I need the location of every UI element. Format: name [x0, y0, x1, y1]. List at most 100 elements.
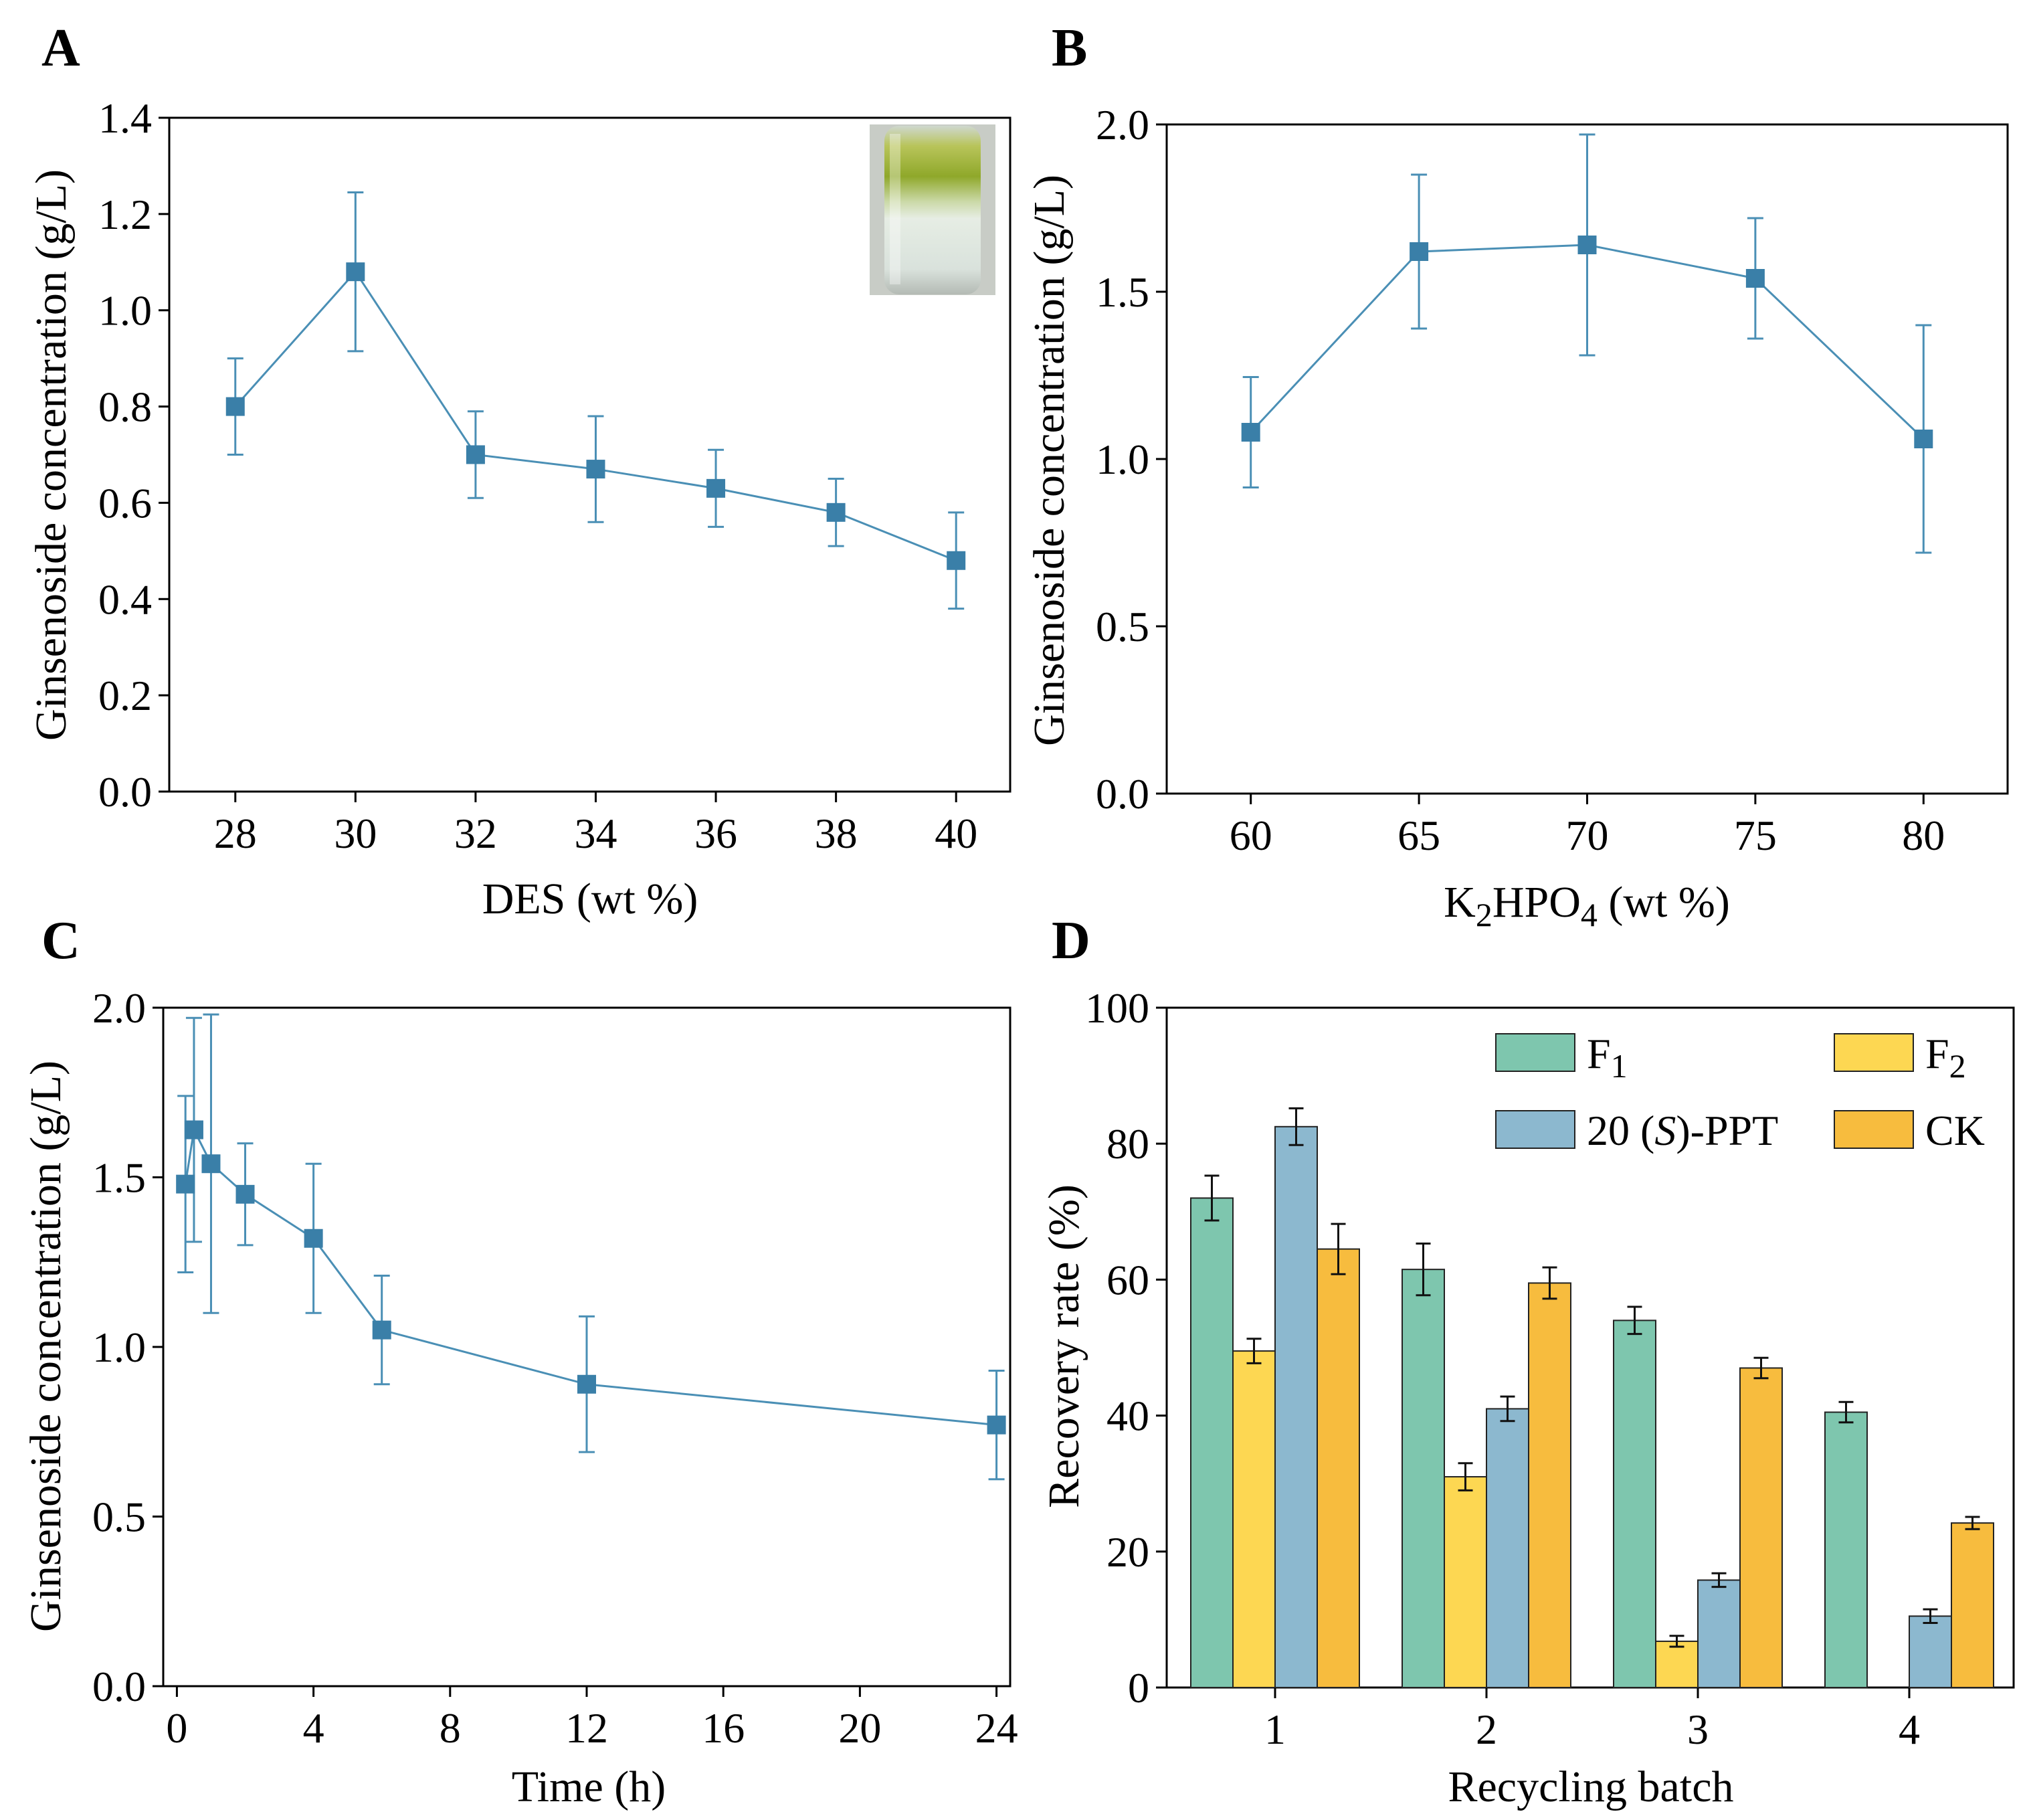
panel-a-markers	[225, 262, 966, 570]
x-tick-label: 65	[1397, 812, 1440, 859]
panel-b-y-axis-title: Ginsenoside concentration (g/L)	[1025, 175, 1074, 746]
y-tick-label: 1.0	[1096, 436, 1149, 483]
y-tick-label: 2.0	[92, 984, 146, 1032]
panel-c-y-axis-title: Ginsenoside concentration (g/L)	[21, 1061, 70, 1632]
y-tick-label: 1.0	[98, 287, 152, 335]
y-tick-label: 1.4	[98, 94, 152, 142]
bar-ck	[1739, 1367, 1783, 1688]
data-point	[826, 503, 846, 522]
x-tick-label: 3	[1687, 1706, 1709, 1753]
panel-c-x-ticks: 0 4 8 12 16 20 24	[166, 1686, 1018, 1752]
y-tick-label: 0.2	[98, 672, 152, 719]
bar-f1	[1190, 1197, 1234, 1688]
data-point	[577, 1374, 596, 1394]
data-point	[586, 460, 605, 479]
panel-d-y-ticks: 0 20 40 60 80 100	[1085, 984, 1167, 1712]
panel-a-error-bars	[227, 191, 965, 610]
y-tick-label: 0.6	[98, 479, 152, 527]
panel-a-x-axis-title: DES (wt %)	[482, 875, 698, 923]
legend-label-20s-ppt: 20 (S)-PPT	[1587, 1107, 1778, 1154]
data-point	[987, 1415, 1006, 1435]
x-tick-label: 36	[694, 810, 737, 857]
panel-a-plot-frame	[168, 116, 1011, 793]
panel-d-letter: D	[1052, 911, 1090, 970]
panel-d-legend: F1 F2 20 (S)-PPT CK	[1495, 1030, 1985, 1154]
panel-a-y-ticks: 0.0 0.2 0.4 0.6 0.8 1.0 1.2 1.4	[98, 94, 169, 816]
panel-b-markers	[1241, 236, 1933, 448]
panel-d-plot-frame	[1165, 1006, 2015, 1689]
y-tick-label: 0.4	[98, 575, 152, 623]
panel-c-markers	[176, 1120, 1006, 1435]
y-tick-label: 1.5	[92, 1154, 146, 1202]
panel-d-y-axis-title: Recovery rate (%)	[1040, 1184, 1088, 1508]
data-point	[947, 551, 966, 570]
panel-d-bars	[1190, 1125, 1994, 1689]
x-tick-label: 12	[565, 1704, 608, 1752]
x-tick-label: 20	[838, 1704, 881, 1752]
panel-c: C 0.0 0.5 1.0 1.5 2.0 0 4 8 12 16 20 24 Ginsenosid…	[21, 911, 1018, 1811]
bar-ppt	[1697, 1579, 1741, 1688]
bar-ppt	[1909, 1615, 1952, 1689]
panel-c-letter: C	[41, 911, 80, 970]
x-tick-label: 34	[574, 810, 617, 857]
bar-ppt	[1486, 1408, 1529, 1688]
panel-b: B 0.0 0.5 1.0 1.5 2.0 60 65 70 75 80 Ginsenoside…	[1025, 19, 2009, 933]
legend-swatch-f2	[1834, 1033, 1914, 1072]
x-tick-label: 60	[1230, 812, 1272, 859]
x-tick-label: 38	[815, 810, 858, 857]
y-tick-label: 0.0	[98, 768, 152, 816]
legend-label-f2: F2	[1925, 1030, 1966, 1085]
y-tick-label: 40	[1106, 1392, 1149, 1440]
bar-f1	[1402, 1269, 1445, 1689]
bar-ck	[1317, 1248, 1360, 1689]
y-tick-label: 1.0	[92, 1324, 146, 1371]
x-tick-label: 8	[440, 1704, 461, 1752]
y-tick-label: 0.0	[1096, 770, 1149, 818]
data-point	[1577, 236, 1597, 254]
inset-photo	[870, 124, 995, 295]
bar-ppt	[1274, 1125, 1318, 1689]
data-point	[184, 1120, 203, 1140]
y-tick-label: 100	[1085, 984, 1149, 1032]
x-tick-label: 24	[975, 1704, 1018, 1752]
y-tick-label: 0.0	[92, 1663, 146, 1710]
x-tick-label: 40	[935, 810, 977, 857]
x-tick-label: 80	[1902, 812, 1945, 859]
panel-c-error-bars	[177, 1013, 1005, 1481]
data-point	[235, 1184, 255, 1204]
panel-a: A 0.0 0.2 0.4 0.6 0.8 1.0 1.2 1.4 28 30 32 34 36 38 4…	[27, 19, 1011, 923]
x-tick-label: 28	[214, 810, 257, 857]
bar-ck	[1528, 1282, 1571, 1688]
data-point	[1745, 269, 1765, 288]
y-tick-label: 60	[1106, 1256, 1149, 1303]
panel-d-error-bars	[1204, 1107, 1980, 1648]
legend-swatch-ck	[1834, 1110, 1914, 1149]
x-tick-label: 4	[303, 1704, 324, 1752]
x-tick-label: 75	[1734, 812, 1777, 859]
data-point	[1914, 430, 1933, 448]
bar-f1	[1613, 1320, 1656, 1688]
panel-c-x-axis-title: Time (h)	[512, 1762, 666, 1811]
panel-a-letter: A	[41, 19, 80, 78]
bar-f2	[1655, 1640, 1699, 1689]
data-point	[1410, 242, 1429, 261]
y-tick-label: 80	[1106, 1120, 1149, 1168]
data-point	[201, 1154, 221, 1174]
legend-swatch-f1	[1495, 1033, 1575, 1072]
x-tick-label: 70	[1566, 812, 1609, 859]
legend-label-f1: F1	[1587, 1030, 1628, 1085]
data-point	[466, 445, 485, 464]
panel-b-y-ticks: 0.0 0.5 1.0 1.5 2.0	[1096, 101, 1167, 818]
panel-b-x-ticks: 60 65 70 75 80	[1230, 794, 1945, 859]
data-point	[304, 1228, 323, 1248]
panel-d-x-ticks: 1 2 3 4	[1264, 1688, 1920, 1753]
data-point	[176, 1174, 195, 1194]
x-tick-label: 30	[334, 810, 377, 857]
panel-b-x-axis-title: K2HPO4 (wt %)	[1444, 878, 1730, 933]
panel-b-letter: B	[1052, 19, 1087, 78]
y-tick-label: 0.5	[1096, 603, 1149, 650]
x-tick-label: 32	[454, 810, 497, 857]
y-tick-label: 0.8	[98, 383, 152, 431]
y-tick-label: 2.0	[1096, 101, 1149, 149]
